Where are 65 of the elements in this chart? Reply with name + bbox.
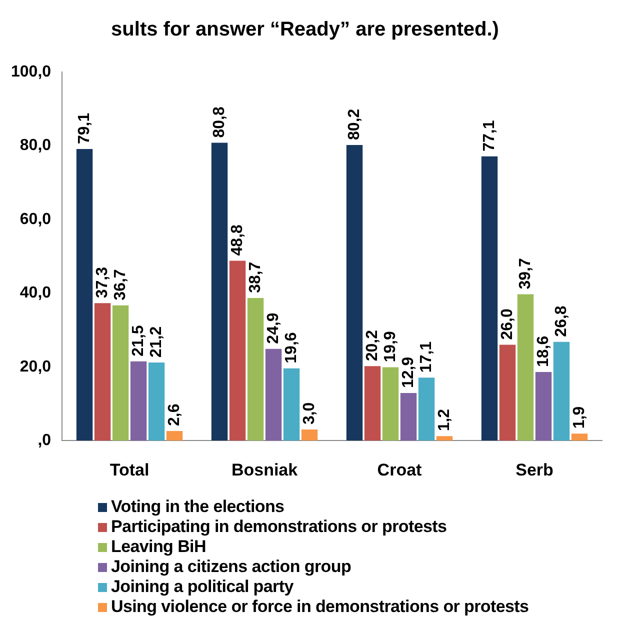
legend-label: Voting in the elections [111,497,284,517]
data-label: 80,2 [346,108,363,140]
bar [499,344,516,441]
data-label: 80,8 [210,106,228,138]
bar [229,260,246,441]
data-label: 21,2 [148,326,165,358]
y-tick-label: 40,0 [20,284,52,302]
bar [166,431,183,441]
data-label: 38,7 [246,262,264,293]
x-tick-label: Croat [377,460,422,480]
bar [571,434,588,441]
x-tick-label: Total [110,460,150,480]
data-label: 20,2 [364,330,381,362]
y-tick-label: 100,0 [10,63,52,80]
bar [94,303,111,441]
bar [553,342,570,441]
x-tick-label: Serb [516,460,554,480]
x-tick-label: Bosniak [231,460,298,480]
chart-title: sults for answer “Ready” are presented.) [111,18,499,41]
data-label: 36,7 [112,269,129,300]
data-label: 12,9 [400,356,417,388]
legend-label: Joining a political party [111,577,294,597]
bar [346,144,363,441]
bar [247,298,264,441]
bar [400,393,417,441]
bar [112,305,129,441]
bar [517,294,534,441]
data-label: 26,8 [552,306,570,337]
bar [211,142,228,441]
legend-label: Using violence or force in demonstrations or protests [111,597,529,617]
bar [535,372,552,441]
data-label: 26,0 [498,308,516,340]
bar [301,430,318,441]
legend-label: Leaving BiH [111,537,206,557]
data-label: 17,1 [418,341,435,373]
y-tick-label: 60,0 [20,210,52,228]
data-label: 37,3 [94,266,111,298]
data-label: 19,9 [382,331,399,362]
legend-label: Joining a citizens action group [111,557,352,577]
data-label: 77,1 [480,120,498,152]
y-tick-label: 20,0 [20,358,52,376]
bar [76,149,93,441]
bar [283,368,300,441]
bar [130,361,147,441]
data-label: 3,0 [300,402,318,425]
data-label: 18,6 [534,336,552,368]
data-label: 39,7 [516,258,534,290]
data-label: 2,6 [166,404,183,426]
data-label: 21,5 [130,325,147,356]
bar [382,367,399,441]
legend-label: Participating in demonstrations or protests [111,517,447,537]
data-label: 19,6 [282,332,300,364]
bar [148,362,165,441]
y-tick-label: ,0 [38,432,52,450]
data-label: 1,2 [436,408,453,432]
bar [265,348,282,441]
bar [481,156,498,441]
bar [418,378,435,441]
data-label: 48,8 [228,224,246,256]
bar [436,436,453,441]
bar [364,366,381,441]
data-label: 24,9 [264,312,282,344]
y-tick-label: 80,0 [20,137,52,154]
data-label: 1,9 [570,406,588,429]
data-label: 79,1 [76,112,93,144]
